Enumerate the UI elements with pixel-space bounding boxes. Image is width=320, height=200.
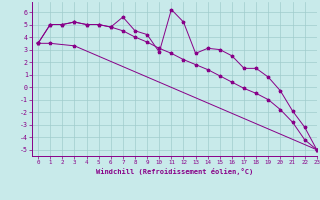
X-axis label: Windchill (Refroidissement éolien,°C): Windchill (Refroidissement éolien,°C) <box>96 168 253 175</box>
